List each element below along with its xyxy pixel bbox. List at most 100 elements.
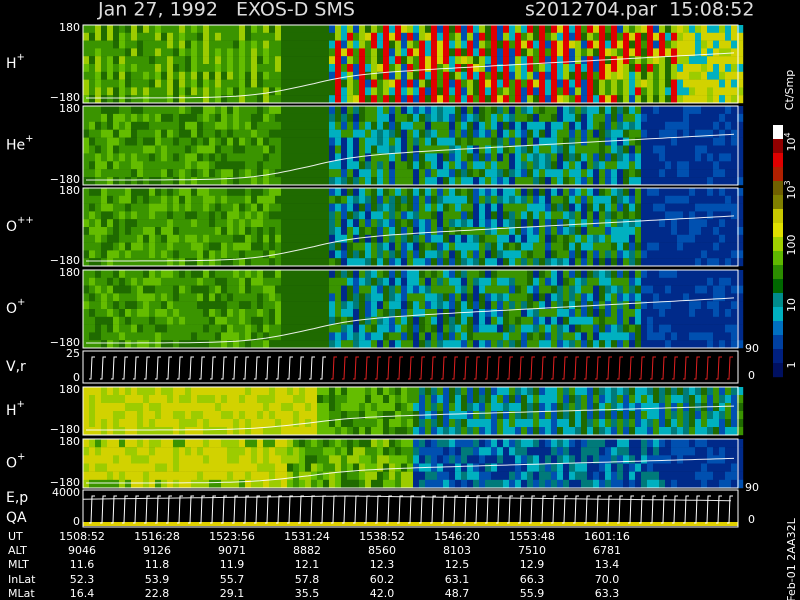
cell (641, 188, 648, 196)
cell (683, 121, 690, 130)
cell (425, 277, 432, 286)
cell (551, 403, 558, 412)
cell (365, 324, 372, 333)
cell (401, 153, 408, 162)
cell (167, 64, 174, 72)
cell (467, 71, 474, 80)
cell (557, 411, 564, 420)
cell (215, 387, 222, 396)
cell (347, 56, 354, 65)
cell (587, 169, 594, 178)
cell (161, 427, 168, 436)
cell (605, 324, 612, 333)
cell (545, 301, 552, 310)
cell (575, 293, 582, 302)
cell (719, 169, 726, 178)
cell (149, 250, 156, 259)
cell (461, 293, 468, 302)
cell (221, 277, 228, 286)
cell (587, 340, 594, 349)
cell (359, 25, 366, 33)
cell (125, 301, 132, 310)
cell (257, 56, 264, 65)
cell (377, 395, 384, 404)
cell (203, 40, 210, 49)
cell (611, 113, 618, 122)
cell (557, 71, 564, 80)
cell (317, 48, 324, 57)
cell (569, 87, 576, 96)
cell (557, 227, 564, 235)
cell (263, 137, 270, 146)
cell (545, 64, 552, 72)
cell (83, 211, 90, 220)
cell (647, 137, 654, 146)
cell (281, 40, 288, 49)
cell (485, 403, 492, 412)
cell (593, 293, 600, 302)
cell (587, 161, 594, 170)
cell (155, 293, 162, 302)
cell (107, 227, 114, 235)
cell (515, 106, 522, 115)
cell (707, 153, 714, 162)
cell (719, 195, 726, 204)
cell (449, 277, 456, 286)
cell (623, 195, 630, 204)
cell (281, 195, 288, 204)
cell (281, 419, 288, 428)
cell (581, 188, 588, 196)
cell (737, 277, 744, 286)
cell (569, 285, 576, 294)
cell (149, 309, 156, 317)
cell (713, 211, 720, 220)
cell (461, 258, 468, 267)
cell (569, 137, 576, 146)
cell (473, 32, 480, 41)
cell (617, 71, 624, 80)
cell (245, 48, 252, 57)
cell (305, 71, 312, 80)
cell (371, 332, 378, 341)
cell (431, 113, 438, 122)
cell (227, 25, 234, 33)
cell (323, 40, 330, 49)
cell (275, 277, 282, 286)
cell (521, 332, 528, 341)
cell (155, 129, 162, 138)
cell (509, 395, 516, 404)
cell (701, 211, 708, 220)
cell (527, 169, 534, 178)
cell (539, 129, 546, 138)
cell (557, 95, 564, 104)
cell (383, 87, 390, 96)
cell (317, 219, 324, 228)
cell (359, 387, 366, 396)
cell (485, 64, 492, 72)
cell (203, 293, 210, 302)
cell (125, 242, 132, 251)
cell (323, 258, 330, 267)
cell (245, 79, 252, 88)
cell (653, 419, 660, 428)
cell (161, 129, 168, 138)
cell (503, 153, 510, 162)
cell (695, 227, 702, 235)
cell (245, 56, 252, 65)
cell (425, 258, 432, 267)
cell (467, 411, 474, 420)
cell (647, 293, 654, 302)
cell (149, 188, 156, 196)
cell (569, 427, 576, 436)
cell (509, 316, 516, 325)
cell (323, 32, 330, 41)
cell (581, 32, 588, 41)
cell (341, 270, 348, 278)
cell (539, 32, 546, 41)
cell (143, 332, 150, 341)
cell (143, 411, 150, 420)
cell (233, 56, 240, 65)
cell (299, 106, 306, 115)
cell (551, 309, 558, 317)
cell (161, 411, 168, 420)
